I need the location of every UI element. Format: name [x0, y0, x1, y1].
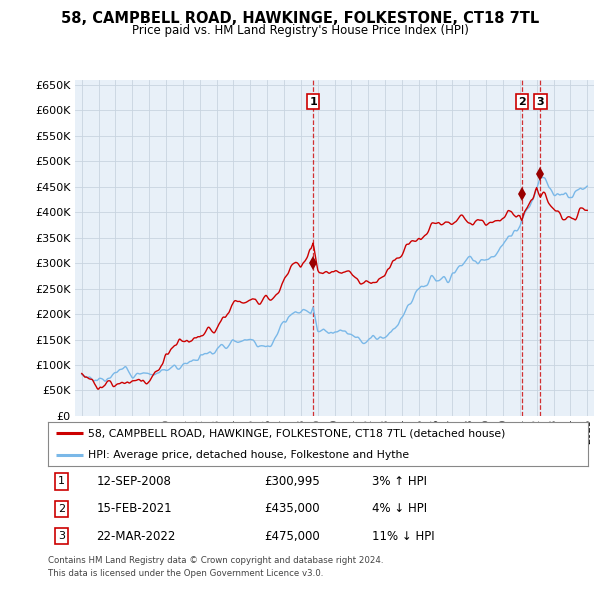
Text: £475,000: £475,000	[264, 530, 320, 543]
Text: 2: 2	[518, 97, 526, 107]
Text: 3: 3	[536, 97, 544, 107]
Text: 22-MAR-2022: 22-MAR-2022	[97, 530, 176, 543]
Text: 4% ↓ HPI: 4% ↓ HPI	[372, 502, 427, 516]
Text: 15-FEB-2021: 15-FEB-2021	[97, 502, 172, 516]
Text: 12-SEP-2008: 12-SEP-2008	[97, 475, 172, 488]
Text: 58, CAMPBELL ROAD, HAWKINGE, FOLKESTONE, CT18 7TL: 58, CAMPBELL ROAD, HAWKINGE, FOLKESTONE,…	[61, 11, 539, 25]
Text: 11% ↓ HPI: 11% ↓ HPI	[372, 530, 434, 543]
Text: 2: 2	[58, 504, 65, 514]
Text: Price paid vs. HM Land Registry's House Price Index (HPI): Price paid vs. HM Land Registry's House …	[131, 24, 469, 37]
Text: £300,995: £300,995	[264, 475, 320, 488]
Text: This data is licensed under the Open Government Licence v3.0.: This data is licensed under the Open Gov…	[48, 569, 323, 578]
Text: Contains HM Land Registry data © Crown copyright and database right 2024.: Contains HM Land Registry data © Crown c…	[48, 556, 383, 565]
Text: 58, CAMPBELL ROAD, HAWKINGE, FOLKESTONE, CT18 7TL (detached house): 58, CAMPBELL ROAD, HAWKINGE, FOLKESTONE,…	[89, 428, 506, 438]
Text: 1: 1	[58, 477, 65, 487]
Text: £435,000: £435,000	[264, 502, 320, 516]
Text: 3: 3	[58, 531, 65, 541]
Text: 1: 1	[309, 97, 317, 107]
Text: HPI: Average price, detached house, Folkestone and Hythe: HPI: Average price, detached house, Folk…	[89, 450, 410, 460]
Text: 3% ↑ HPI: 3% ↑ HPI	[372, 475, 427, 488]
